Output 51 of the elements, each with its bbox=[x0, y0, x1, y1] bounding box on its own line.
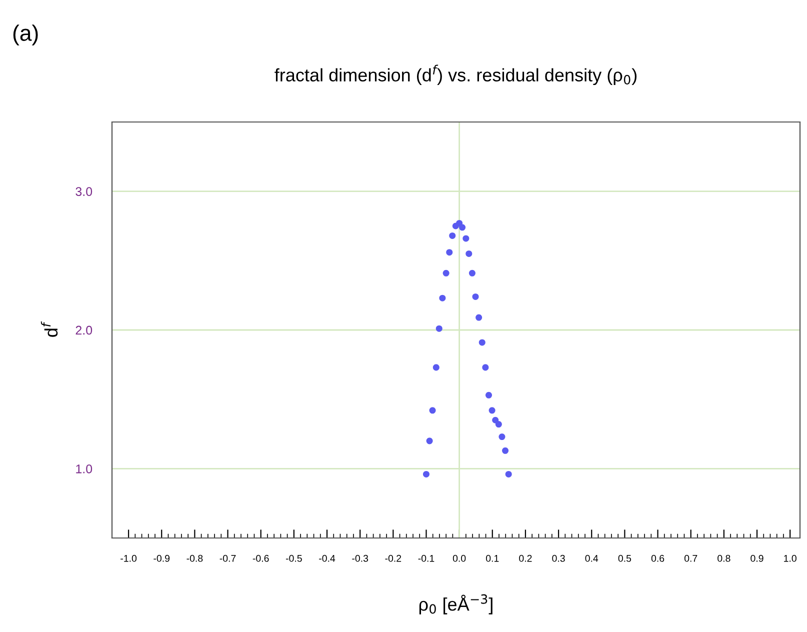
point bbox=[468, 270, 476, 276]
x-tick-label: 1.0 bbox=[784, 554, 796, 562]
point bbox=[422, 470, 430, 478]
point bbox=[429, 407, 436, 414]
x-tick-label: 0.2 bbox=[519, 554, 532, 562]
point bbox=[502, 447, 509, 454]
point bbox=[498, 434, 506, 440]
point bbox=[462, 235, 470, 242]
x-tick-label: -0.5 bbox=[286, 554, 302, 562]
point bbox=[482, 364, 489, 371]
point bbox=[432, 364, 440, 371]
point bbox=[476, 314, 482, 321]
point bbox=[466, 250, 472, 257]
point bbox=[439, 294, 446, 302]
point bbox=[426, 438, 433, 444]
x-tick-label: -0.4 bbox=[319, 554, 336, 562]
x-tick-label: -0.3 bbox=[352, 554, 368, 562]
chart-title: fractal dimension (d$^{f}$) vs. residual density (ρ$_{0}$) bbox=[274, 64, 637, 86]
x-tick-label: -0.7 bbox=[220, 554, 236, 562]
x-tick-label: 0.0 bbox=[452, 554, 466, 562]
point bbox=[472, 293, 479, 300]
point bbox=[478, 339, 486, 346]
text: (a) bbox=[13, 24, 38, 46]
x-tick-label: 0.5 bbox=[618, 554, 632, 562]
x-tick-label: -0.8 bbox=[186, 554, 203, 562]
x-tick-label: 0.7 bbox=[684, 554, 698, 562]
point bbox=[459, 224, 466, 231]
point bbox=[488, 407, 496, 414]
x-tick-label: -0.2 bbox=[385, 554, 402, 562]
x-axis-title: ρ$_{0}$ [eÅ$^{−3}$] bbox=[419, 594, 492, 614]
point bbox=[505, 470, 512, 478]
y-tick-label: 1.0 bbox=[76, 464, 92, 474]
x-tick-label: 0.8 bbox=[718, 554, 730, 562]
point bbox=[436, 325, 442, 332]
x-tick-label: 0.9 bbox=[750, 554, 764, 562]
x-tick-label: 0.1 bbox=[486, 554, 499, 562]
x-tick-label: 0.3 bbox=[552, 554, 565, 562]
point bbox=[446, 249, 453, 256]
y-tick-label: 2.0 bbox=[76, 326, 92, 335]
x-tick-label: -0.6 bbox=[252, 554, 269, 562]
x-tick-label: -0.9 bbox=[154, 554, 170, 562]
y-axis-title: d$^{f}$ bbox=[40, 321, 58, 337]
point bbox=[495, 421, 502, 428]
x-tick-label: 0.6 bbox=[651, 554, 664, 562]
x-tick-label: -1.0 bbox=[120, 554, 137, 562]
y-tick-label: 3.0 bbox=[76, 187, 92, 196]
point bbox=[485, 392, 492, 398]
point bbox=[442, 270, 450, 276]
x-tick-label: -0.1 bbox=[418, 554, 434, 562]
x-tick-label: 0.4 bbox=[585, 554, 598, 562]
point bbox=[449, 232, 456, 239]
